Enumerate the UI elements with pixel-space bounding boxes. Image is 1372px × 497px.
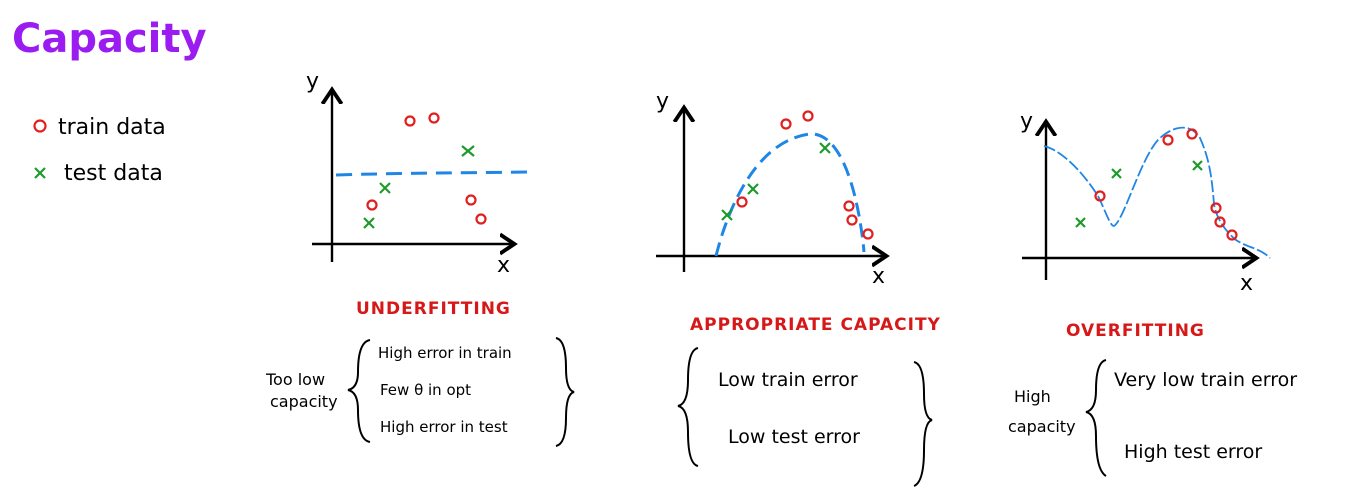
train-point bbox=[1162, 134, 1174, 146]
appropriate-test-points bbox=[721, 142, 831, 221]
appropriate-axes bbox=[656, 110, 884, 272]
overfit-test-points bbox=[1075, 160, 1203, 228]
underfit-point-2: Few θ in opt bbox=[380, 381, 471, 399]
test-marker-icon bbox=[34, 167, 46, 179]
appropriate-point-2: Low test error bbox=[728, 426, 860, 448]
underfit-y-label: y bbox=[306, 69, 319, 94]
underfit-test-points bbox=[363, 145, 475, 229]
overfit-side-label-2: capacity bbox=[1008, 417, 1076, 436]
train-point bbox=[846, 214, 858, 226]
train-point bbox=[1094, 190, 1106, 202]
train-point bbox=[736, 196, 748, 208]
train-point bbox=[428, 112, 440, 124]
test-point bbox=[379, 182, 391, 194]
test-point bbox=[747, 183, 759, 195]
overfit-x-label: x bbox=[1240, 271, 1253, 296]
test-point bbox=[1075, 217, 1086, 228]
appropriate-model-curve bbox=[714, 132, 866, 257]
panel-appropriate: y x APPROPRIATE CAPACITY Low train error… bbox=[656, 89, 941, 487]
underfit-right-brace bbox=[555, 337, 575, 447]
appropriate-right-brace bbox=[913, 361, 933, 487]
legend: train data test data bbox=[33, 115, 166, 186]
underfit-point-1: High error in train bbox=[378, 344, 512, 362]
test-point bbox=[721, 209, 733, 221]
underfit-left-brace bbox=[347, 339, 371, 443]
underfit-heading: UNDERFITTING bbox=[356, 299, 511, 319]
underfit-side-label-1: Too low bbox=[265, 370, 325, 389]
train-point bbox=[1226, 229, 1238, 241]
test-point bbox=[819, 142, 831, 154]
overfit-point-1: Very low train error bbox=[1114, 369, 1297, 391]
overfit-y-label: y bbox=[1020, 109, 1033, 134]
train-point bbox=[1186, 128, 1198, 140]
panel-underfitting: y x UNDERFITTING Too low capacity High e… bbox=[265, 69, 575, 447]
underfit-point-3: High error in test bbox=[380, 418, 508, 436]
overfit-left-brace bbox=[1085, 359, 1107, 477]
test-point bbox=[1192, 160, 1203, 171]
underfit-x-label: x bbox=[497, 253, 510, 278]
test-point bbox=[1111, 168, 1122, 179]
underfit-train-points bbox=[366, 112, 487, 225]
overfit-model-curve bbox=[1043, 126, 1271, 259]
legend-test-label: test data bbox=[64, 161, 163, 186]
train-point bbox=[1210, 202, 1222, 214]
train-point bbox=[780, 118, 792, 130]
train-point bbox=[475, 213, 487, 225]
train-point bbox=[1214, 216, 1226, 228]
appropriate-y-label: y bbox=[656, 89, 669, 114]
train-point bbox=[843, 200, 855, 212]
underfit-model-curve bbox=[335, 170, 529, 177]
appropriate-left-brace bbox=[677, 347, 699, 467]
train-point bbox=[366, 199, 378, 211]
overfit-point-2: High test error bbox=[1124, 441, 1262, 463]
underfit-axes bbox=[312, 92, 512, 262]
overfit-heading: OVERFITTING bbox=[1066, 321, 1205, 341]
legend-train-label: train data bbox=[58, 115, 166, 140]
overfit-side-label-1: High bbox=[1014, 387, 1051, 406]
train-point bbox=[802, 110, 814, 122]
overfit-axes bbox=[1022, 124, 1254, 280]
appropriate-x-label: x bbox=[872, 264, 885, 289]
train-point bbox=[465, 194, 477, 206]
appropriate-point-1: Low train error bbox=[718, 369, 858, 391]
train-point bbox=[862, 228, 874, 240]
test-point bbox=[363, 217, 375, 229]
underfit-side-label-2: capacity bbox=[270, 392, 338, 411]
train-point bbox=[404, 115, 416, 127]
page-title: Capacity bbox=[12, 16, 207, 62]
panel-overfitting: y x OVERFITTING High capacity Very low t… bbox=[1008, 109, 1297, 477]
appropriate-train-points bbox=[736, 110, 874, 240]
test-point bbox=[461, 145, 475, 157]
appropriate-heading: APPROPRIATE CAPACITY bbox=[690, 315, 941, 335]
overfit-train-points bbox=[1094, 128, 1238, 241]
train-marker-icon bbox=[33, 119, 47, 133]
